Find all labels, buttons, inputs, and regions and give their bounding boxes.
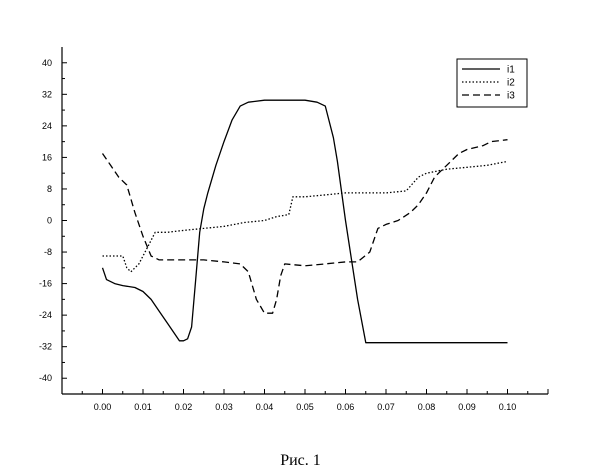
line-chart: 40 32 24 16 8 0 -8 -16 -24 -32 -40 0.00 0.01 0.02 0.03… [39,47,549,412]
y-tick-label: -16 [39,279,52,289]
x-tick-label: 0.01 [134,402,152,412]
legend-box [456,58,528,108]
x-tick-label: 0.00 [94,402,112,412]
y-tick-label: 8 [47,184,52,194]
y-tick-label: -32 [39,342,52,352]
chart-axes: 40 32 24 16 8 0 -8 -16 -24 -32 -40 0.00 0.01 0.02 0.03… [39,47,549,412]
chart-legend: i1 i2 i3 [456,58,528,108]
x-tick-label: 0.05 [296,402,314,412]
legend-label-i3: i3 [507,91,515,102]
y-tick-label: -24 [39,310,52,320]
y-tick-label: 24 [42,121,52,131]
figure-caption: Рис. 1 [280,452,321,469]
y-tick-label: 0 [47,216,52,226]
y-tick-label: -40 [39,373,52,383]
x-tick-label: 0.07 [377,402,395,412]
y-tick-label: 40 [42,58,52,68]
series-layer [101,99,508,344]
x-tick-label: 0.06 [337,402,355,412]
series-line-i1 [101,99,508,344]
series-line-i2 [102,160,508,273]
series-line-i3 [101,139,508,314]
x-tick-label: 0.09 [458,402,476,412]
x-tick-label: 0.03 [215,402,233,412]
y-tick-label: 16 [42,152,52,162]
legend-label-i2: i2 [507,78,515,89]
y-tick-label: 32 [42,89,52,99]
y-tick-label: -8 [44,247,52,257]
x-tick-label: 0.08 [418,402,436,412]
x-tick-label: 0.10 [499,402,517,412]
x-tick-label: 0.02 [175,402,193,412]
legend-label-i1: i1 [507,65,515,76]
x-tick-label: 0.04 [256,402,274,412]
